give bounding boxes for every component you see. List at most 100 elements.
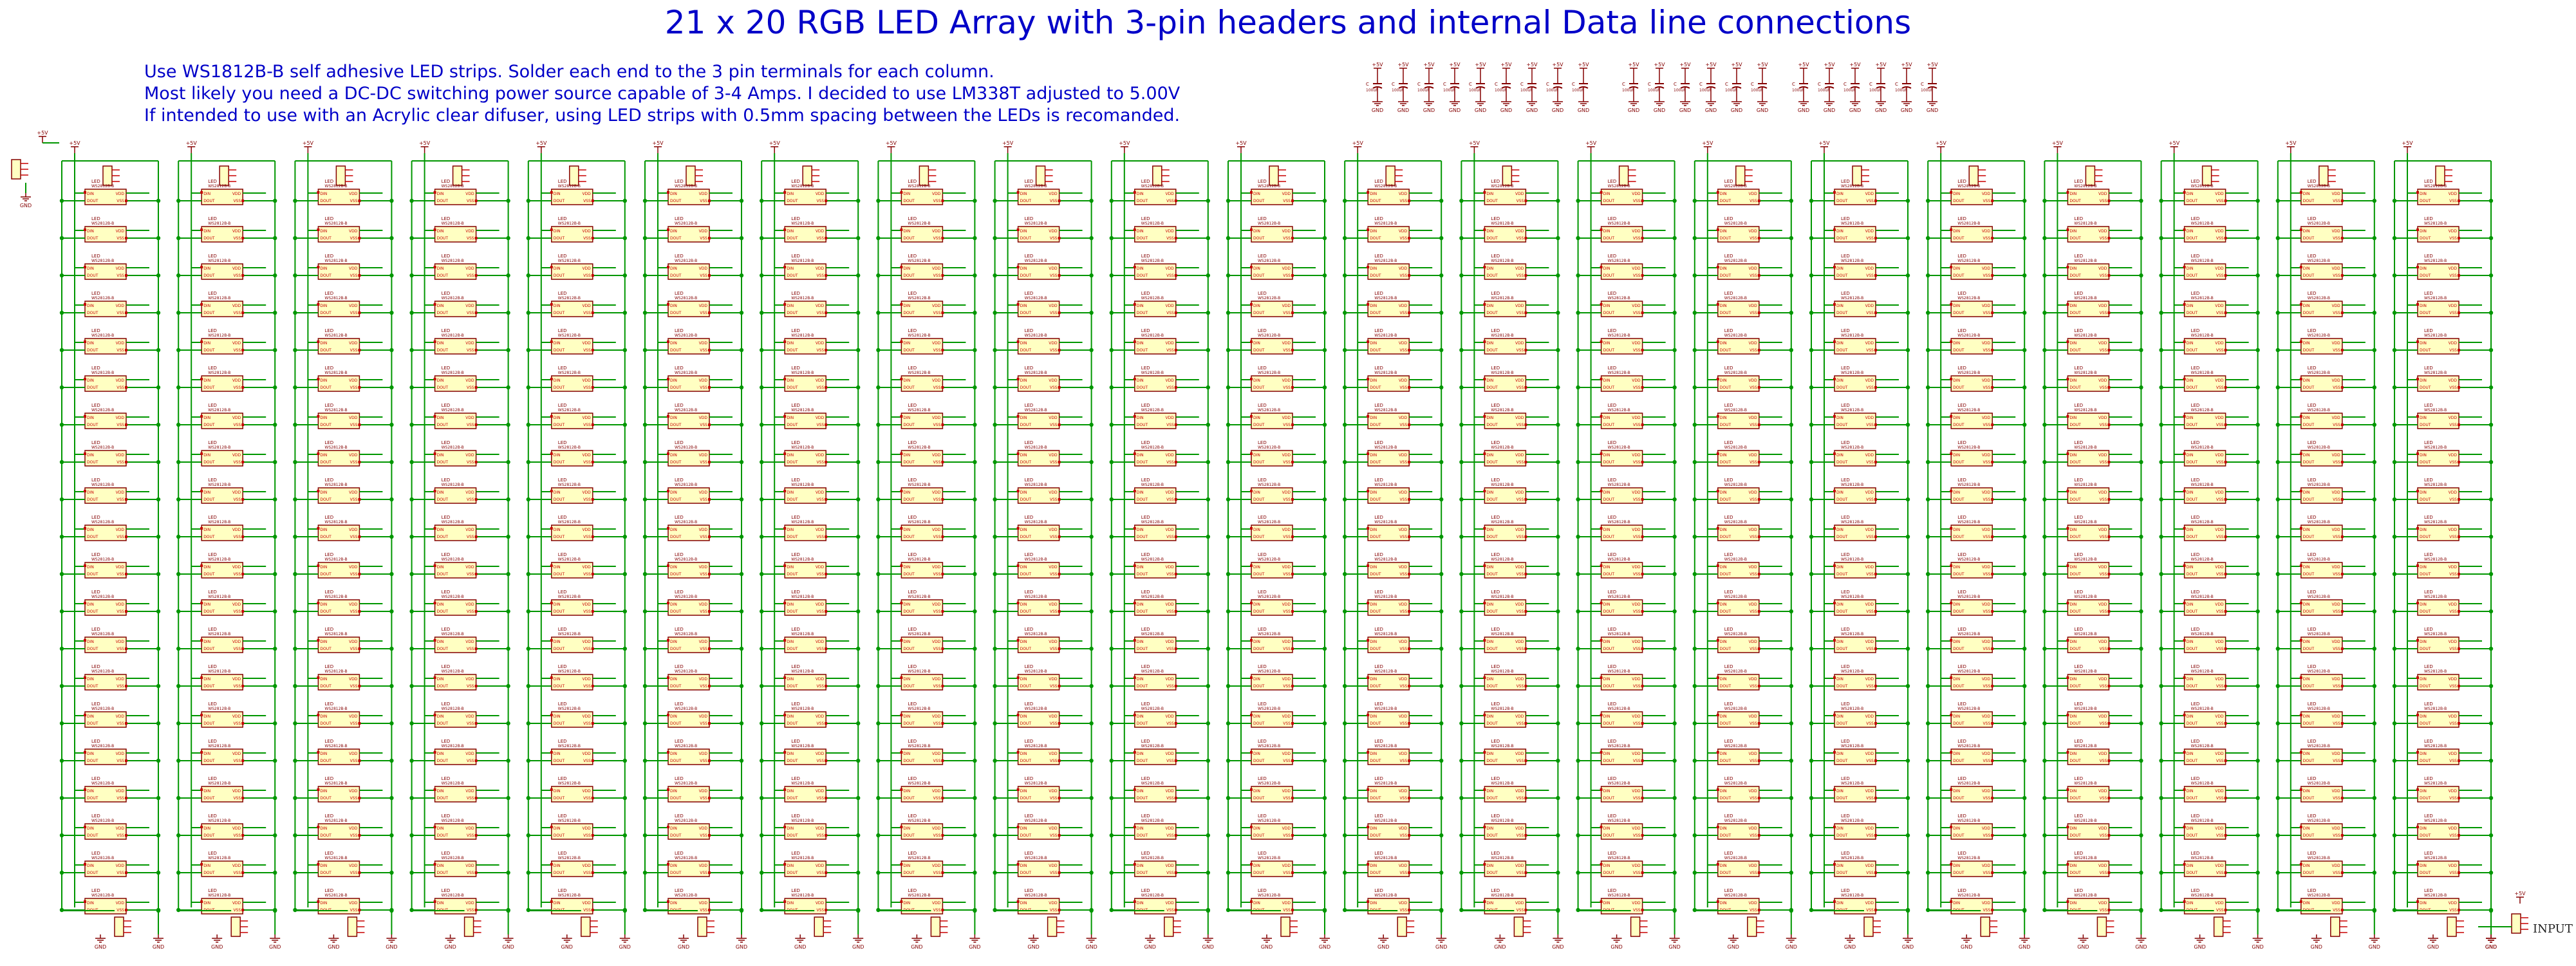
led-body bbox=[317, 189, 360, 205]
power-label: +5V bbox=[1119, 140, 1130, 146]
led-pin-vdd: VDD bbox=[1165, 864, 1174, 868]
led-ref: LED bbox=[1025, 851, 1034, 856]
pin-marker bbox=[708, 610, 711, 613]
led-pin-dout: DOUT bbox=[1020, 759, 1032, 763]
pin-marker bbox=[474, 909, 478, 911]
led-body bbox=[551, 226, 593, 243]
led-pin-dout: DOUT bbox=[320, 348, 331, 353]
pin-marker bbox=[433, 452, 436, 455]
led-pin-vdd: VDD bbox=[465, 378, 474, 383]
led-ref: LED bbox=[675, 216, 684, 221]
pin-marker bbox=[900, 228, 903, 231]
led-body bbox=[551, 748, 593, 765]
led-pin-din: DIN bbox=[670, 416, 677, 420]
pin-marker bbox=[825, 535, 828, 538]
pin-marker bbox=[1174, 311, 1177, 314]
led-pin-vss: VSS bbox=[350, 311, 358, 315]
led-part: WS2812B-B bbox=[91, 819, 114, 823]
junction-dot bbox=[1459, 758, 1464, 763]
pin-marker bbox=[200, 266, 203, 268]
led-pin-vss: VSS bbox=[1399, 274, 1407, 278]
led-pin-vss: VSS bbox=[816, 572, 824, 577]
pin-marker bbox=[84, 826, 86, 828]
led-pin-vss: VSS bbox=[1517, 348, 1524, 353]
led-pin-vss: VSS bbox=[1050, 460, 1058, 465]
junction-dot bbox=[993, 721, 997, 726]
led-body bbox=[434, 413, 477, 429]
pin-marker bbox=[1408, 797, 1411, 799]
led-ref: LED bbox=[908, 776, 917, 781]
junction-dot bbox=[1343, 460, 1347, 465]
power-symbol: +5V bbox=[1352, 140, 1363, 153]
power-symbol: +5V bbox=[69, 140, 80, 153]
led-pin-vdd: VDD bbox=[932, 901, 941, 906]
junction-dot bbox=[506, 497, 510, 502]
led-ref: LED bbox=[91, 851, 100, 856]
led-pin-vss: VSS bbox=[467, 908, 474, 913]
led-pin-vdd: VDD bbox=[699, 602, 708, 607]
led-pin-vdd: VDD bbox=[349, 789, 358, 794]
pin-marker bbox=[1058, 573, 1061, 575]
led-pin-vss: VSS bbox=[583, 348, 591, 353]
led-pin-dout: DOUT bbox=[87, 572, 98, 577]
led-pin-din: DIN bbox=[320, 714, 327, 719]
led-ref: LED bbox=[1025, 179, 1034, 184]
led-pin-dout: DOUT bbox=[203, 759, 215, 763]
junction-dot bbox=[1109, 348, 1114, 353]
led-pin-vdd: VDD bbox=[1049, 789, 1058, 794]
led-ref: LED bbox=[908, 664, 917, 669]
led-ref: LED bbox=[1258, 515, 1267, 520]
pin-marker bbox=[241, 685, 245, 687]
led-ref: LED bbox=[1491, 888, 1500, 893]
led-part: WS2812B-B bbox=[675, 259, 697, 263]
led-pin-din: DIN bbox=[203, 714, 210, 719]
led-ref: LED bbox=[1374, 179, 1383, 184]
pin-marker bbox=[667, 452, 669, 455]
ground-symbol: GND bbox=[386, 934, 398, 950]
led-pin-din: DIN bbox=[437, 378, 444, 383]
led-ref: LED bbox=[1141, 515, 1150, 520]
pin-marker bbox=[1483, 826, 1486, 828]
led-pin-din: DIN bbox=[437, 229, 444, 234]
pin-header bbox=[1164, 916, 1181, 937]
led-part: WS2812B-B bbox=[442, 445, 464, 450]
junction-dot bbox=[1556, 721, 1560, 726]
led-pin-din: DIN bbox=[1137, 789, 1144, 794]
led-part: WS2812B-B bbox=[1141, 333, 1164, 338]
header-body bbox=[930, 916, 941, 937]
pin-marker bbox=[550, 564, 553, 567]
led-body bbox=[84, 786, 127, 803]
led-part: WS2812B-B bbox=[675, 520, 697, 525]
led-pin-din: DIN bbox=[1253, 677, 1260, 682]
ground-label: GND bbox=[444, 944, 456, 950]
pin-marker bbox=[84, 266, 86, 268]
pin-marker bbox=[84, 602, 86, 604]
led-pin-din: DIN bbox=[87, 192, 94, 196]
led-ref: LED bbox=[208, 552, 217, 557]
junction-dot bbox=[59, 795, 64, 801]
led-pin-din: DIN bbox=[670, 826, 677, 831]
led-pin-din: DIN bbox=[554, 602, 561, 607]
led-ref: LED bbox=[442, 701, 451, 707]
led-pin-vdd: VDD bbox=[816, 453, 825, 458]
led-ref: LED bbox=[1025, 478, 1034, 483]
cap-ref: C bbox=[1792, 82, 1795, 87]
led-ref: LED bbox=[91, 403, 100, 408]
led-pin-dout: DOUT bbox=[554, 721, 565, 726]
pin-marker bbox=[474, 834, 478, 837]
led-pin-vss: VSS bbox=[467, 199, 474, 203]
led-body bbox=[434, 375, 477, 392]
junction-dot bbox=[622, 534, 627, 539]
led-ref: LED bbox=[1025, 664, 1034, 669]
power-symbol: +5V bbox=[1679, 62, 1691, 75]
pin-marker bbox=[900, 639, 903, 642]
led-pin-din: DIN bbox=[203, 192, 210, 196]
led-pin-din: DIN bbox=[554, 378, 561, 383]
led-pin-vss: VSS bbox=[1050, 647, 1058, 651]
